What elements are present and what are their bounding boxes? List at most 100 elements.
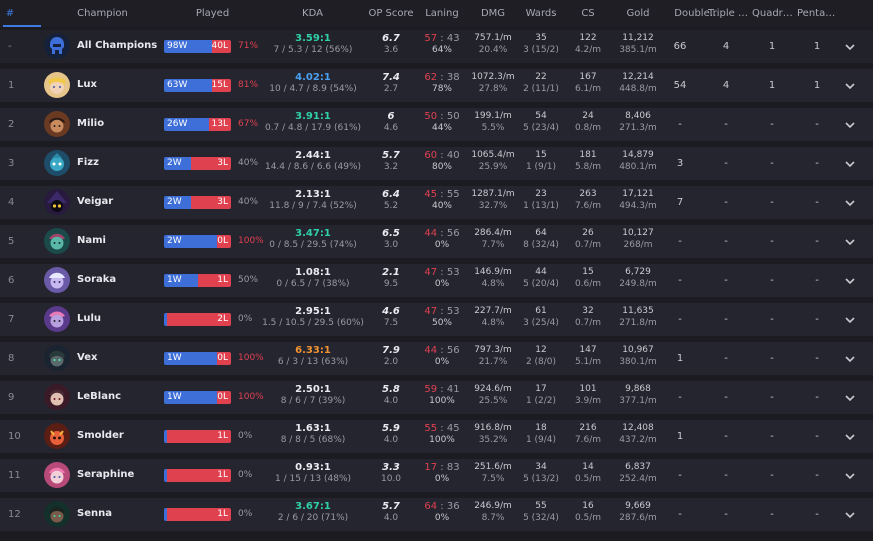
chevron-down-icon[interactable]	[843, 79, 857, 93]
cs-cell: 167 6.1/m	[568, 71, 608, 95]
chevron-down-icon[interactable]	[843, 391, 857, 405]
table-row[interactable]: 7 Lulu 0W 2L 0% 2.95:1 1.5 / 10.5 / 29.5…	[0, 300, 873, 336]
wins-count: 1W	[164, 352, 218, 365]
chevron-down-icon[interactable]	[843, 235, 857, 249]
table-row[interactable]: 2 Milio 26W 13L 67% 3.91:1 0.7 / 4.8 / 1…	[0, 105, 873, 141]
table-row[interactable]: 1 Lux 63W 15L 81% 4.02:1 10 / 4.7 / 8.9 …	[0, 66, 873, 102]
laning-pct: 0%	[434, 513, 450, 523]
penta-kills: -	[815, 236, 819, 247]
kda-cell: 1.08:1 0 / 6.5 / 7 (38%)	[262, 266, 364, 290]
winloss-bar: 0W 2L	[164, 313, 231, 326]
champion-name[interactable]: Senna	[77, 508, 112, 519]
row-number: -	[8, 41, 12, 52]
table-row[interactable]: 3 Fizz 2W 3L 40% 2.44:1 14.4 / 8.6 / 6.6…	[0, 144, 873, 180]
wards-cell: 54 5 (23/4)	[517, 110, 565, 134]
gold-cell: 12,408 437.2/m	[613, 422, 663, 446]
double-kills: -	[678, 470, 682, 481]
header-kda[interactable]: KDA	[302, 8, 323, 19]
champion-name[interactable]: Lux	[77, 79, 97, 90]
chevron-down-icon[interactable]	[843, 40, 857, 54]
header-quadra[interactable]: Quadra…	[752, 8, 796, 19]
dmg-per-min: 246.9/m	[474, 501, 512, 511]
table-row[interactable]: 5 Nami 2W 0L 100% 3.47:1 0 / 8.5 / 29.5 …	[0, 222, 873, 258]
wards-count: 54	[535, 111, 547, 121]
table-row[interactable]: 12 Senna 0W 1L 0% 3.67:1 2 / 6 / 20 (71%…	[0, 495, 873, 531]
table-row[interactable]: 8 Vex 1W 0L 100% 6.33:1 6 / 3 / 13 (63%)…	[0, 339, 873, 375]
table-row[interactable]: 9 LeBlanc 1W 0L 100% 2.50:1 8 / 6 / 7 (3…	[0, 378, 873, 414]
kda-ratio: 2.13:1	[295, 189, 331, 200]
op-score-cell: 5.9 4.0	[372, 422, 410, 446]
table-row[interactable]: 4 Veigar 2W 3L 40% 2.13:1 11.8 / 9 / 7.4…	[0, 183, 873, 219]
champion-name[interactable]: Vex	[77, 352, 98, 363]
nami-icon	[44, 228, 70, 254]
laning-cell: 44 : 56 0%	[420, 227, 464, 251]
wards-detail: 3 (25/4)	[523, 318, 559, 328]
chevron-down-icon[interactable]	[843, 430, 857, 444]
op-score-cell: 6 4.6	[372, 110, 410, 134]
header-op-score[interactable]: OP Score	[368, 8, 414, 19]
header-num[interactable]: #	[5, 8, 15, 19]
header-wards[interactable]: Wards	[525, 8, 557, 19]
chevron-down-icon[interactable]	[843, 196, 857, 210]
champion-name[interactable]: Lulu	[77, 313, 102, 324]
kda-detail: 7 / 5.3 / 12 (56%)	[273, 45, 353, 55]
kda-ratio: 3.47:1	[295, 228, 331, 239]
table-row[interactable]: 10 Smolder 0W 1L 0% 1.63:1 8 / 8 / 5 (68…	[0, 417, 873, 453]
kda-detail: 8 / 8 / 5 (68%)	[280, 435, 346, 445]
chevron-down-icon[interactable]	[843, 118, 857, 132]
header-gold[interactable]: Gold	[626, 8, 650, 19]
header-triple[interactable]: Triple …	[708, 8, 748, 19]
champion-name[interactable]: LeBlanc	[77, 391, 121, 402]
kda-detail: 6 / 3 / 13 (63%)	[277, 357, 349, 367]
penta-kills: 1	[813, 80, 821, 91]
header-penta[interactable]: Penta …	[797, 8, 837, 19]
chevron-down-icon[interactable]	[843, 313, 857, 327]
cs-per-min: 4.2/m	[574, 45, 602, 55]
champion-name[interactable]: Soraka	[77, 274, 117, 285]
champion-name[interactable]: Veigar	[77, 196, 114, 207]
champion-name[interactable]: Seraphine	[77, 469, 135, 480]
cs-cell: 15 0.6/m	[568, 266, 608, 290]
winrate: 0%	[238, 314, 253, 324]
gold-per-min: 268/m	[623, 240, 653, 250]
chevron-down-icon[interactable]	[843, 508, 857, 522]
wards-count: 44	[535, 267, 547, 277]
header-champion[interactable]: Champion	[77, 8, 128, 19]
gold-total: 12,214	[622, 72, 654, 82]
dmg-per-min: 251.6/m	[474, 462, 512, 472]
cs-cell: 32 0.7/m	[568, 305, 608, 329]
dmg-pct: 7.7%	[481, 240, 505, 250]
row-number: 3	[8, 158, 15, 169]
penta-kills: -	[815, 353, 819, 364]
lux-icon	[44, 72, 70, 98]
table-row[interactable]: 11 Seraphine 0W 1L 0% 0.93:1 1 / 15 / 13…	[0, 456, 873, 492]
summary-row[interactable]: - All Champions 98W 40L 71% 3.59:1 7 / 5…	[0, 27, 873, 63]
champion-name[interactable]: Fizz	[77, 157, 99, 168]
dmg-cell: 757.1/m 20.4%	[467, 32, 519, 56]
chevron-down-icon[interactable]	[843, 274, 857, 288]
gold-total: 9,868	[625, 384, 651, 394]
dmg-per-min: 924.6/m	[474, 384, 512, 394]
op-score: 6	[387, 111, 395, 122]
header-played[interactable]: Played	[195, 8, 230, 19]
champion-name[interactable]: Milio	[77, 118, 105, 129]
champion-name[interactable]: All Champions	[77, 40, 158, 51]
header-laning[interactable]: Laning	[425, 8, 459, 19]
header-cs[interactable]: CS	[581, 8, 595, 19]
chevron-down-icon[interactable]	[843, 469, 857, 483]
champion-name[interactable]: Nami	[77, 235, 106, 246]
chevron-down-icon[interactable]	[843, 157, 857, 171]
cs-cell: 263 7.6/m	[568, 188, 608, 212]
header-dmg[interactable]: DMG	[480, 8, 506, 19]
table-row[interactable]: 6 Soraka 1W 1L 50% 1.08:1 0 / 6.5 / 7 (3…	[0, 261, 873, 297]
row-number: 10	[8, 431, 21, 442]
laning-win: 62	[424, 72, 438, 83]
laning-loss: 56	[446, 345, 460, 356]
triple-kills: 4	[722, 41, 730, 52]
chevron-down-icon[interactable]	[843, 352, 857, 366]
gold-per-min: 271.8/m	[619, 318, 657, 328]
laning-cell: 64 : 36 0%	[420, 500, 464, 524]
all-champions-icon	[44, 33, 70, 59]
champion-name[interactable]: Smolder	[77, 430, 124, 441]
laning-pct: 78%	[431, 84, 452, 94]
